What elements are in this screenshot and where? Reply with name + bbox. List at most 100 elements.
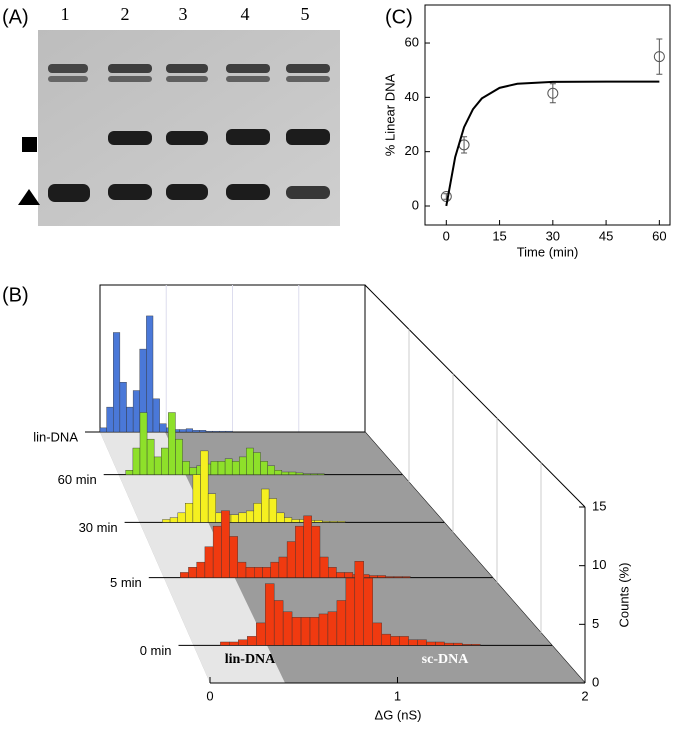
histogram-bar — [363, 577, 373, 646]
z-axis-label: Counts (%) — [616, 562, 631, 627]
histogram-bar — [435, 641, 445, 646]
histogram-bar — [393, 576, 403, 578]
row-label: 60 min — [58, 472, 97, 487]
histogram-bar — [247, 636, 257, 646]
histogram-bar — [260, 461, 268, 475]
histogram-bar — [210, 461, 219, 475]
histogram-bar — [267, 465, 275, 475]
data-point — [653, 51, 665, 63]
histogram-bar — [281, 471, 290, 475]
histogram-bar — [161, 447, 169, 475]
annotation: lin-DNA — [225, 652, 276, 667]
histogram-bar — [168, 412, 176, 475]
histogram-bar — [192, 430, 200, 433]
histogram-bar — [185, 503, 194, 523]
row-label: 30 min — [79, 520, 118, 535]
histogram-bar — [372, 622, 382, 646]
histogram-bar — [345, 577, 356, 646]
histogram-bar — [146, 438, 155, 475]
histogram-bar — [119, 382, 127, 433]
histogram-bar — [185, 428, 193, 433]
histogram-bar — [132, 447, 141, 475]
lane-label: 1 — [61, 4, 70, 24]
histogram-bar — [196, 561, 206, 578]
histogram-bar — [253, 503, 262, 523]
histogram-bar — [344, 572, 354, 578]
histogram-bar — [276, 512, 285, 523]
histogram-bar — [152, 398, 160, 433]
histogram-bar — [462, 644, 472, 646]
floor-light — [100, 432, 285, 683]
error-bar — [656, 38, 663, 75]
histogram-bar — [188, 567, 197, 578]
histogram-bar — [132, 390, 140, 433]
histogram-bar — [444, 642, 454, 646]
histogram-bar — [229, 536, 238, 578]
x-tick-label: 60 — [652, 228, 666, 243]
histogram-bar — [311, 525, 321, 578]
histogram-bar — [417, 639, 427, 646]
histogram-bar — [221, 510, 230, 578]
histogram-bar — [204, 546, 214, 578]
triangle-marker — [18, 189, 40, 205]
row-label: 5 min — [110, 575, 142, 590]
histogram-bar — [390, 636, 400, 646]
z-tick-label: 10 — [592, 557, 606, 572]
row-label: lin-DNA — [33, 429, 78, 444]
histogram-bar — [336, 600, 347, 646]
histogram-bar — [159, 423, 167, 433]
histogram-bar — [401, 576, 411, 578]
histogram-bar — [309, 473, 318, 475]
histogram-bar — [180, 572, 189, 578]
histogram-bar — [327, 611, 338, 646]
histogram-bar — [192, 474, 201, 523]
histogram-bar — [254, 567, 263, 578]
histogram-bar — [295, 472, 304, 475]
histogram-bar — [220, 641, 230, 646]
histogram-bar — [125, 470, 134, 475]
histogram-bar — [300, 617, 311, 646]
y-tick-label: 20 — [405, 143, 419, 158]
histogram-bar — [278, 556, 288, 578]
error-bar — [549, 83, 556, 104]
y-tick-label: 0 — [412, 197, 419, 212]
x-tick-label: 1 — [394, 688, 401, 703]
x-tick-label: 0 — [443, 228, 450, 243]
histogram-bar — [318, 613, 329, 646]
data-point — [547, 87, 559, 99]
histogram-bar — [329, 521, 338, 523]
histogram-bar — [291, 519, 300, 523]
histogram-bar — [229, 641, 239, 646]
histogram-bar — [189, 467, 197, 475]
y-tick-label: 40 — [405, 89, 419, 104]
histogram-bar — [207, 493, 216, 523]
histogram-bar — [270, 561, 280, 578]
histogram-bar — [238, 512, 247, 523]
histogram-bar — [385, 576, 395, 578]
histogram-bar — [253, 452, 261, 475]
histogram-bar — [246, 510, 255, 523]
square-marker — [22, 137, 37, 152]
histogram-bar — [286, 541, 296, 578]
histogram-bar — [126, 406, 134, 433]
histogram-bar — [337, 521, 346, 523]
histogram-bar — [224, 458, 233, 475]
histogram-bar — [230, 514, 239, 523]
histogram-bar — [153, 456, 162, 475]
row-label: 0 min — [140, 643, 172, 658]
histogram-bar — [146, 315, 154, 433]
x-tick-label: 0 — [206, 688, 213, 703]
histogram-bar — [291, 617, 302, 646]
lane-label: 4 — [241, 4, 250, 24]
histogram-bar — [162, 519, 171, 523]
histogram-bar — [217, 461, 226, 475]
histogram-bar — [284, 517, 293, 523]
histogram-bar — [200, 450, 209, 523]
histogram-bar — [381, 633, 391, 646]
histogram-bar — [319, 556, 329, 578]
fit-curve — [445, 80, 660, 207]
histogram-bar — [139, 412, 148, 475]
histogram-bar — [179, 429, 187, 433]
histogram-bar — [256, 622, 266, 646]
